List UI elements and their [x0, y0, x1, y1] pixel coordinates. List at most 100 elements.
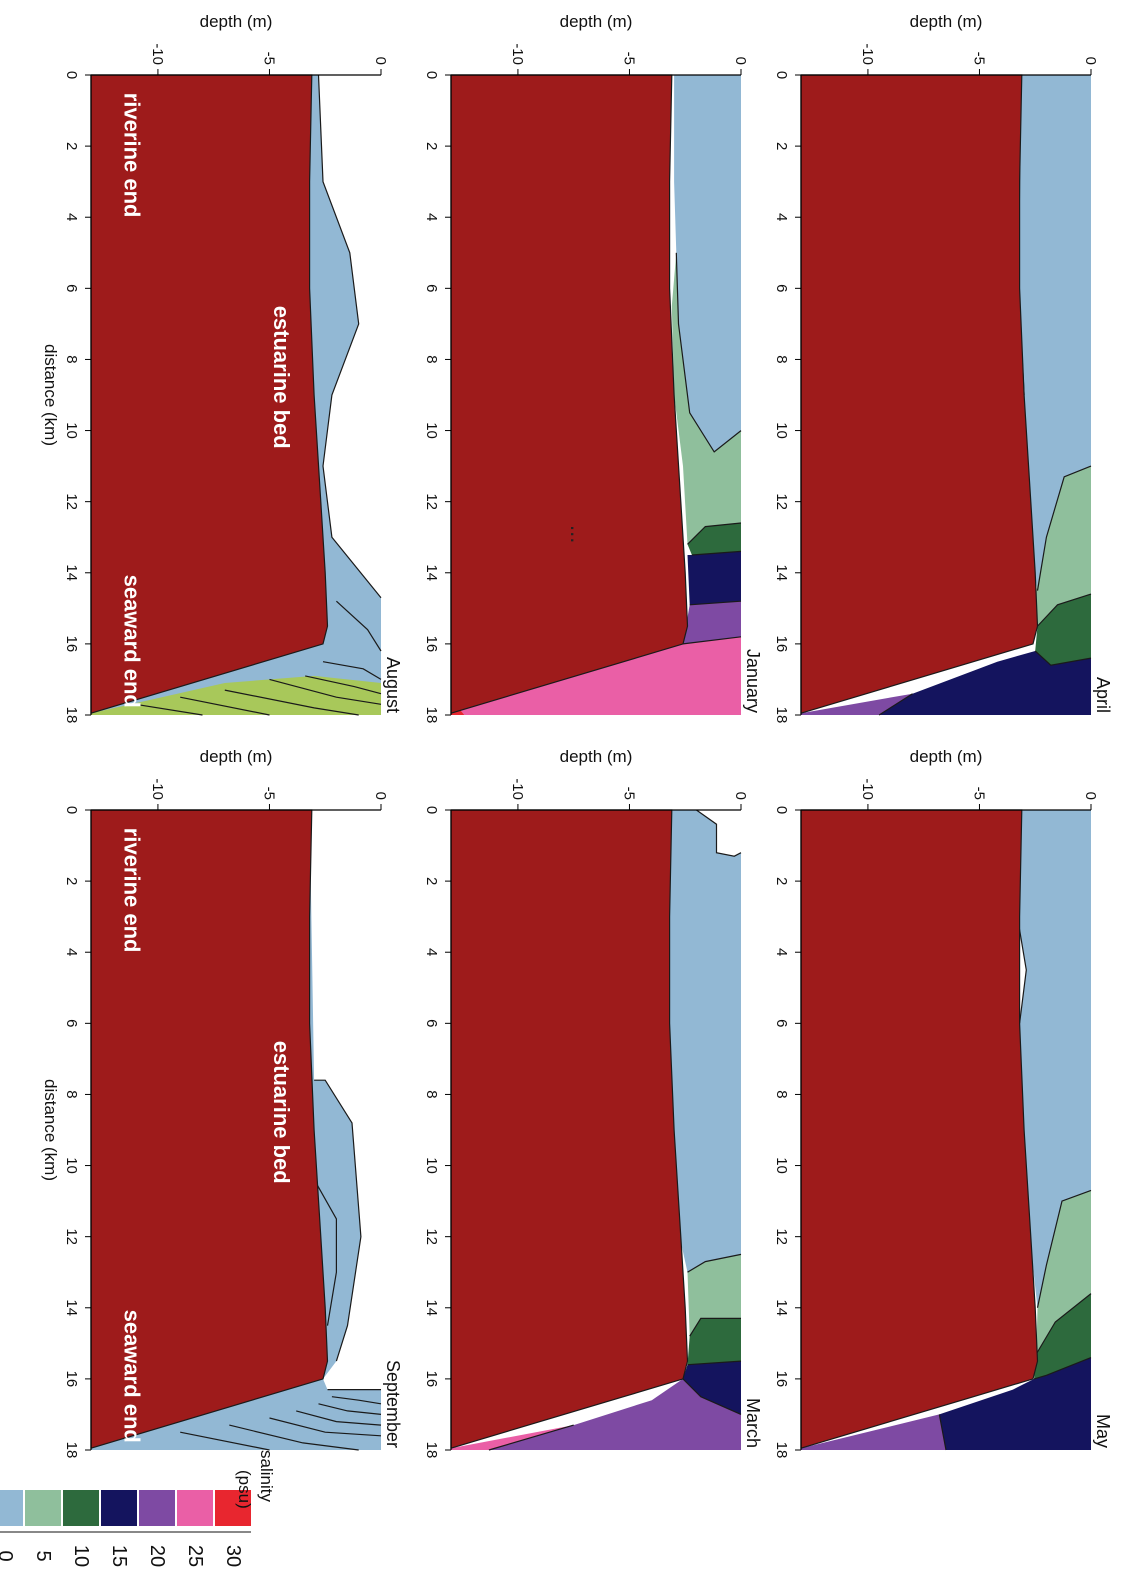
- x-tick-label: 8: [63, 1090, 80, 1098]
- contour-line: [269, 678, 382, 705]
- x-tick-label: 14: [773, 1299, 790, 1316]
- salinity-region-yellowgreen: [91, 675, 381, 715]
- x-tick-label: 6: [63, 1019, 80, 1027]
- legend-value-label: 10: [70, 1545, 92, 1567]
- contour-line: [689, 600, 742, 606]
- bed-annotation-label: estuarine bed: [269, 306, 294, 449]
- x-tick-label: 16: [423, 1371, 440, 1388]
- x-tick-label: 6: [773, 1019, 790, 1027]
- x-tick-label: 6: [773, 284, 790, 292]
- x-tick-label: 2: [773, 142, 790, 150]
- contour-line: [314, 1079, 362, 1362]
- x-tick-label: 18: [63, 1442, 80, 1459]
- panel-august: 0 2 4 6 8 10 12 14 16 18 0 -5 -10 depth (m) distance (…: [41, 12, 403, 723]
- estuarine-bed-area: [90, 74, 329, 715]
- legend-swatch: [177, 1490, 213, 1526]
- x-tick-label: 14: [423, 1299, 440, 1316]
- salinity-region-purple: [801, 693, 913, 715]
- legend-swatch: [0, 1490, 23, 1526]
- contour-line: [687, 1360, 742, 1366]
- y-tick-label: -10: [859, 778, 876, 800]
- contour-line: [315, 1183, 338, 1326]
- salinity-region-fresh: [91, 75, 381, 715]
- legend-swatch: [101, 1490, 137, 1526]
- x-tick-label: 0: [63, 71, 80, 79]
- contour-line: [1036, 465, 1092, 591]
- salinity-region-fresh: [1018, 75, 1091, 591]
- contour-line: [1035, 1293, 1092, 1355]
- x-tick-label: 0: [423, 806, 440, 814]
- x-tick-label: 8: [63, 355, 80, 363]
- x-tick-label: 4: [423, 948, 440, 956]
- contour-line: [1037, 593, 1092, 627]
- x-tick-label: 10: [63, 422, 80, 439]
- y-tick-label: 0: [732, 792, 749, 800]
- estuarine-bed-area: [90, 809, 329, 1450]
- y-axis-label: depth (m): [560, 12, 633, 31]
- x-tick-label: 2: [423, 142, 440, 150]
- salinity-region-lightgreen: [1036, 466, 1091, 627]
- salinity-region-pink: [451, 1425, 574, 1450]
- bed-annotation-label: riverine end: [119, 93, 144, 218]
- contour-line: [1036, 1189, 1092, 1308]
- x-tick-label: 18: [423, 707, 440, 724]
- legend-title: salinity: [257, 1450, 276, 1502]
- x-tick-label: 16: [63, 1371, 80, 1388]
- contour-line: [296, 1410, 382, 1426]
- salinity-region-navy: [683, 1361, 741, 1415]
- x-tick-label: 16: [423, 636, 440, 653]
- x-tick-label: 10: [423, 422, 440, 439]
- contour-line: [687, 522, 742, 545]
- panel-month-label: January: [743, 649, 763, 713]
- x-tick-label: 8: [773, 1090, 790, 1098]
- contour-line: [689, 1317, 741, 1337]
- contour-line: [322, 661, 382, 680]
- x-tick-label: 6: [63, 284, 80, 292]
- x-tick-label: 4: [773, 948, 790, 956]
- contour-line: [318, 1403, 382, 1415]
- contour-line: [331, 1396, 382, 1405]
- panel-march: 0 2 4 6 8 10 12 14 16 18 0 -5 -10 depth (m) March: [423, 747, 763, 1458]
- x-tick-label: 12: [423, 1228, 440, 1245]
- legend-value-label: 30: [222, 1545, 244, 1567]
- estuarine-bed-area: [450, 74, 689, 715]
- salinity-region-lightgreen: [671, 252, 741, 545]
- salinity-region-navy: [687, 551, 741, 605]
- estuarine-bed-area: [800, 809, 1039, 1450]
- x-tick-label: 10: [63, 1157, 80, 1174]
- estuarine-bed-area: [450, 809, 689, 1450]
- y-tick-label: -10: [509, 778, 526, 800]
- salinity-region-green: [687, 523, 741, 555]
- y-tick-label: -10: [859, 43, 876, 65]
- contour-line: [1033, 1357, 1092, 1380]
- x-tick-label: 8: [773, 355, 790, 363]
- x-tick-label: 8: [423, 355, 440, 363]
- salinity-region-lightgreen: [1036, 1190, 1091, 1354]
- x-axis-label: distance (km): [41, 1079, 60, 1181]
- contour-line: [135, 703, 203, 716]
- contour-line: [878, 693, 913, 716]
- salinity-legend: 30 25 20 15 10 5 0 salinity(psu): [0, 1450, 276, 1567]
- panel-month-label: March: [743, 1398, 763, 1448]
- x-tick-label: 0: [773, 71, 790, 79]
- panel-may: 0 2 4 6 8 10 12 14 16 18 0 -5 -10 depth (m) May: [773, 747, 1113, 1458]
- contour-line: [269, 1417, 382, 1437]
- x-tick-label: 14: [423, 564, 440, 581]
- legend-value-label: 15: [108, 1545, 130, 1567]
- salinity-region-purple: [683, 601, 741, 644]
- x-tick-label: 10: [773, 422, 790, 439]
- x-tick-label: 0: [423, 71, 440, 79]
- y-tick-label: -10: [149, 43, 166, 65]
- x-tick-label: 16: [773, 636, 790, 653]
- x-tick-label: 16: [773, 1371, 790, 1388]
- x-tick-label: 18: [63, 707, 80, 724]
- y-tick-label: -5: [260, 787, 277, 800]
- contour-line: [335, 600, 382, 652]
- x-tick-label: 2: [63, 877, 80, 885]
- salinity-region-purple: [488, 1378, 741, 1450]
- x-tick-label: 6: [423, 284, 440, 292]
- contour-line: [180, 696, 270, 716]
- legend-value-label: 0: [0, 1550, 16, 1561]
